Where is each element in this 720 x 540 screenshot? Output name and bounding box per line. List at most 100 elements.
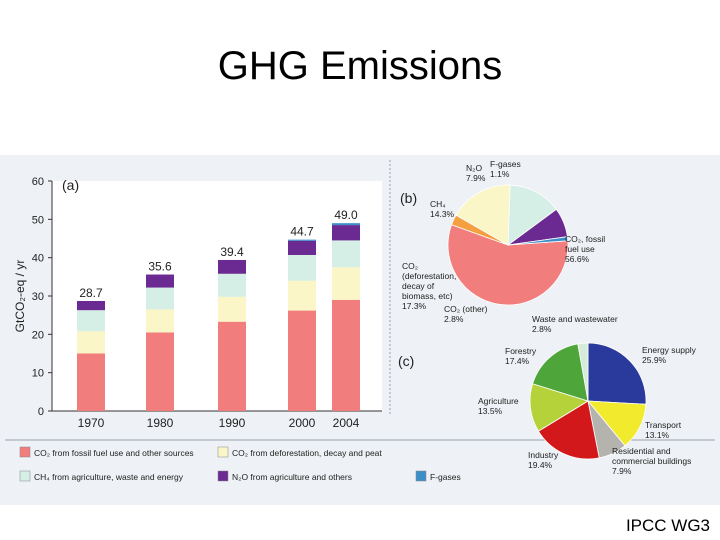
pie-slice — [507, 236, 569, 246]
bar-total-label: 44.7 — [290, 225, 314, 239]
legend-label: CH₄ from agriculture, waste and energy — [34, 472, 184, 482]
x-tick-label: 1980 — [147, 416, 174, 430]
y-axis-title: GtCO₂-eq / yr — [13, 260, 27, 333]
pie-slice — [532, 343, 589, 402]
pie-b-label: F-gases — [490, 159, 521, 169]
pie-b-label: CO₂ (other) — [444, 304, 488, 314]
legend-label: N₂O from agriculture and others — [232, 472, 352, 482]
bar-segment — [288, 310, 316, 411]
y-tick-label: 0 — [38, 406, 44, 418]
bar-segment — [77, 310, 105, 332]
legend-swatch — [415, 470, 427, 482]
bar-segment — [332, 240, 360, 268]
bar-segment — [218, 273, 246, 297]
plot-area — [52, 181, 382, 411]
pie-c-label: Residential and — [612, 446, 671, 456]
pie-slice — [537, 400, 600, 460]
pie-c-label: Transport — [645, 420, 682, 430]
bar-segment — [77, 300, 105, 311]
bar-segment — [288, 280, 316, 311]
pie-c-label: 13.1% — [645, 430, 670, 440]
bar-segment — [77, 331, 105, 354]
bar-total-label: 35.6 — [148, 260, 172, 274]
pie-c-label: Industry — [528, 450, 559, 460]
pie-b-label: 7.9% — [466, 173, 486, 183]
pie-slice — [507, 184, 557, 246]
pie-b-label: 56.6% — [565, 254, 590, 264]
legend-swatch — [217, 470, 229, 482]
x-tick-label: 2004 — [333, 416, 360, 430]
pie-c-label: Agriculture — [478, 396, 519, 406]
pie-c-label: 19.4% — [528, 460, 553, 470]
pie-c-label: commercial buildings — [612, 456, 691, 466]
pie-c-label: Energy supply — [642, 345, 697, 355]
pie-b-label: 14.3% — [430, 209, 455, 219]
pie-c-label: 25.9% — [642, 355, 667, 365]
bar-segment — [332, 299, 360, 411]
pie-c-label: 17.4% — [505, 356, 530, 366]
legend-swatch — [19, 470, 31, 482]
pie-b-label: 2.8% — [444, 314, 464, 324]
bar-total-label: 28.7 — [79, 286, 103, 300]
y-tick-label: 50 — [32, 214, 44, 226]
bar-segment — [332, 223, 360, 226]
pie-b-label: fuel use — [565, 244, 595, 254]
pie-b-label: (deforestation, — [402, 271, 456, 281]
bar-segment — [146, 287, 174, 310]
bar-total-label: 39.4 — [220, 245, 244, 259]
pie-b-label: CO₂, fossil — [565, 234, 605, 244]
panel-label-c: (c) — [398, 353, 414, 369]
bar-segment — [218, 296, 246, 322]
pie-b-label: N₂O — [466, 163, 482, 173]
bar-segment — [332, 267, 360, 300]
pie-slice — [447, 224, 569, 306]
panel-label-b: (b) — [400, 190, 417, 206]
pie-slice — [455, 184, 511, 246]
pie-slice — [577, 342, 589, 402]
bar-segment — [146, 309, 174, 333]
x-tick-label: 2000 — [289, 416, 316, 430]
pie-c-label: 7.9% — [612, 466, 632, 476]
pie-b-label: 17.3% — [402, 301, 427, 311]
legend-swatch — [217, 446, 229, 458]
bar-segment — [218, 321, 246, 411]
bar-segment — [146, 332, 174, 411]
pie-b-label: biomass, etc) — [402, 291, 453, 301]
bar-chart-panel: 0 10 20 30 40 50 60 GtCO₂-eq / yr (a) 28.7 1970 35.… — [13, 176, 382, 430]
ghg-figure: 0 10 20 30 40 50 60 GtCO₂-eq / yr (a) 28.7 1970 35.… — [0, 155, 720, 505]
pie-b-label: CO₂ — [402, 261, 418, 271]
bar-segment — [146, 274, 174, 288]
y-tick-label: 10 — [32, 368, 44, 380]
legend-label: CO₂ from fossil fuel use and other sourc… — [34, 448, 194, 458]
bar-segment — [288, 254, 316, 281]
y-tick-label: 20 — [32, 329, 44, 341]
bar-segment — [77, 353, 105, 411]
bar-total-label: 49.0 — [334, 208, 358, 222]
legend-label: CO₂ from deforestation, decay and peat — [232, 448, 382, 458]
pie-b-label: CH₄ — [430, 199, 446, 209]
x-tick-label: 1990 — [219, 416, 246, 430]
x-tick-label: 1970 — [78, 416, 105, 430]
source-credit: IPCC WG3 — [625, 516, 710, 535]
pie-c-label: 2.8% — [532, 324, 552, 334]
bar-segment — [288, 240, 316, 255]
slide-title: GHG Emissions — [217, 44, 503, 88]
bar-segment — [332, 225, 360, 241]
legend-label: F-gases — [430, 472, 461, 482]
bar-segment — [218, 259, 246, 274]
pie-b-label: decay of — [402, 281, 435, 291]
pie-slice — [587, 342, 647, 405]
y-tick-label: 40 — [32, 253, 44, 265]
pie-c-label: Forestry — [505, 346, 537, 356]
pie-c-label: Waste and wastewater — [532, 314, 618, 324]
pie-c-label: 13.5% — [478, 406, 503, 416]
pie-b-label: 1.1% — [490, 169, 510, 179]
y-tick-label: 30 — [32, 291, 44, 303]
panel-label-a: (a) — [62, 177, 79, 193]
legend-swatch — [19, 446, 31, 458]
bar-segment — [288, 239, 316, 241]
y-tick-label: 60 — [32, 176, 44, 188]
legend: CO₂ from fossil fuel use and other sourc… — [19, 446, 461, 482]
